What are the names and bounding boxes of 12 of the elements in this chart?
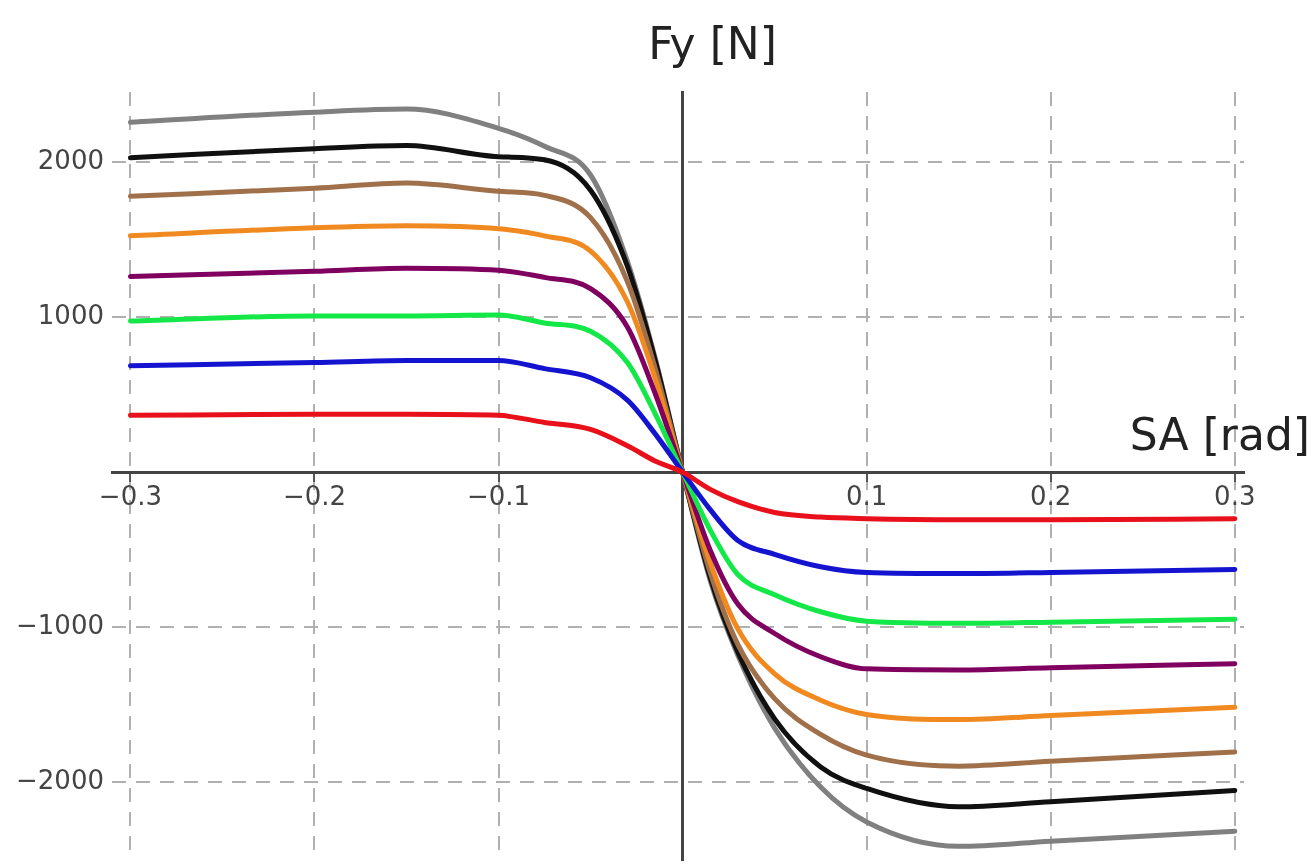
x-tick-label: 0.3	[1214, 481, 1256, 512]
x-tick-label: −0.3	[98, 481, 162, 512]
x-tick-label: −0.1	[466, 481, 531, 512]
y-tick-label: −2000	[16, 765, 104, 796]
y-tick-label: 1000	[37, 299, 104, 330]
y-axis-title: Fy [N]	[648, 18, 777, 70]
x-tick-label: −0.2	[282, 481, 347, 512]
x-axis-title: SA [rad]	[1129, 408, 1310, 460]
y-tick-label: 2000	[37, 144, 104, 175]
x-tick-label: 0.1	[845, 481, 888, 512]
y-tick-label: −1000	[16, 610, 104, 641]
x-tick-label: 0.2	[1030, 481, 1072, 512]
